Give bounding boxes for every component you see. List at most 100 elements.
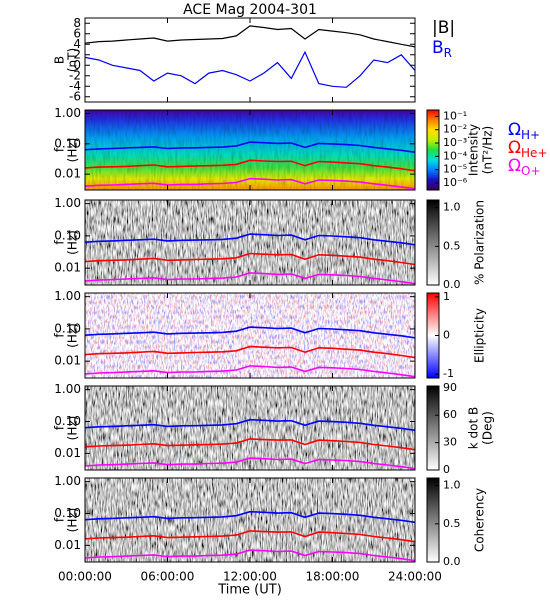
- colorbar-label: Ellipticity: [473, 308, 487, 363]
- legend-name: B: [432, 38, 444, 58]
- y-tick-label: 1.00: [54, 106, 81, 120]
- y-axis-label: (nT): [66, 48, 80, 72]
- series-line: [85, 530, 415, 543]
- colorbar-tick-label: 0: [443, 329, 450, 342]
- y-tick-label: -6: [69, 89, 81, 103]
- colorbar-tick-label: 1.0: [443, 479, 461, 492]
- y-tick-label: 1.00: [54, 474, 81, 488]
- legend-sub: O+: [521, 164, 541, 178]
- colorbar-tick-label: 1: [443, 290, 450, 303]
- y-tick-label: 0.01: [54, 354, 81, 368]
- colorbar-tick-label: 10⁻⁶: [443, 176, 468, 189]
- x-tick-label: 24:00:00: [388, 570, 442, 584]
- y-axis-label: B: [53, 56, 67, 64]
- colorbar-tick-label: 0.0: [443, 278, 461, 291]
- x-axis-label: Time (UT): [217, 583, 282, 598]
- series-group: [84, 25, 416, 88]
- colorbar-label: (nT²/Hz): [481, 126, 495, 174]
- y-tick-label: 0.10: [54, 321, 81, 335]
- y-axis-label: f: [53, 240, 67, 245]
- series-line: [85, 365, 415, 378]
- y-tick-label: 0.10: [54, 136, 81, 150]
- y-tick-label: 0.01: [54, 167, 81, 181]
- y-tick-label: 0.01: [54, 446, 81, 460]
- x-tick-label: 06:00:00: [141, 570, 195, 584]
- legend-entry: ΩO+: [508, 156, 541, 178]
- colorbar-label: k dot B: [467, 407, 481, 449]
- series-line: [84, 50, 416, 88]
- y-tick-label: -2: [69, 68, 81, 82]
- y-tick-label: 0.10: [54, 228, 81, 242]
- series-group: [85, 418, 415, 470]
- colorbar-tick-label: 10⁻¹: [443, 109, 467, 122]
- series-line: [85, 418, 415, 432]
- colorbar-tick-label: 10⁻²: [443, 123, 467, 136]
- colorbar: [426, 477, 440, 563]
- colorbar-tick-label: 10⁻⁴: [443, 149, 468, 162]
- legend-sub: He+: [521, 146, 547, 160]
- series-group: [85, 510, 415, 562]
- series-group: [85, 141, 415, 190]
- colorbar-tick-label: 0.5: [443, 239, 461, 252]
- colorbar-tick-label: 90: [443, 381, 457, 394]
- y-tick-label: 4: [73, 37, 81, 51]
- spectrogram: [85, 200, 415, 285]
- series-line: [85, 326, 415, 339]
- colorbar: [426, 385, 440, 471]
- colorbar-tick-label: 0.0: [443, 555, 461, 568]
- spectrogram: [85, 293, 415, 378]
- y-tick-label: 1.00: [54, 382, 81, 396]
- series-line: [85, 177, 415, 190]
- series-line: [85, 549, 415, 562]
- colorbar: [426, 199, 440, 286]
- series-line: [85, 438, 415, 451]
- x-tick-label: 18:00:00: [306, 570, 360, 584]
- y-axis-label: (Hz): [66, 230, 80, 255]
- colorbar: [426, 109, 440, 191]
- y-tick-label: -4: [69, 79, 81, 93]
- y-tick-label: 0.01: [54, 538, 81, 552]
- x-tick-label: 12:00:00: [223, 570, 277, 584]
- title: ACE Mag 2004-301: [183, 2, 317, 18]
- y-axis-label: (Hz): [66, 416, 80, 441]
- series-group: [85, 233, 415, 285]
- y-axis-label: f: [53, 425, 67, 430]
- spectrogram: [85, 478, 415, 562]
- series-group: [85, 326, 415, 378]
- y-axis-label: (Hz): [66, 138, 80, 163]
- colorbar-label: % Polarization: [473, 200, 487, 285]
- legend-sub: H+: [521, 128, 540, 142]
- y-tick-label: 0.10: [54, 414, 81, 428]
- colorbar-tick-label: 1.0: [443, 201, 461, 214]
- series-line: [85, 345, 415, 359]
- legend-name: Ω: [508, 156, 521, 176]
- series-line: [85, 159, 415, 172]
- y-tick-label: 1.00: [54, 196, 81, 210]
- colorbar-label: (Deg): [481, 411, 495, 445]
- legend-entry: ΩHe+: [508, 138, 547, 160]
- y-axis-label: f: [53, 333, 67, 338]
- y-tick-label: 0.01: [54, 261, 81, 275]
- plot-frame: [84, 17, 416, 103]
- colorbar-tick-label: 60: [443, 408, 457, 421]
- y-tick-label: 6: [73, 26, 81, 40]
- legend-name: Ω: [508, 120, 521, 140]
- colorbar-tick-label: 10⁻⁵: [443, 163, 467, 176]
- y-tick-label: 0: [73, 58, 81, 72]
- colorbar-tick-label: 30: [443, 436, 457, 449]
- series-line: [85, 233, 415, 246]
- colorbar-tick-label: 0: [443, 463, 450, 476]
- colorbar-tick-label: -1: [443, 367, 454, 380]
- series-line: [85, 457, 415, 470]
- legend-name: Ω: [508, 138, 521, 158]
- y-axis-label: (Hz): [66, 508, 80, 533]
- y-axis-label: (Hz): [66, 323, 80, 348]
- legend-entry: |B|: [432, 18, 455, 38]
- y-tick-label: 0.10: [54, 506, 81, 520]
- colorbar-label: Coherency: [473, 488, 487, 552]
- series-line: [84, 25, 416, 48]
- legend-sub: R: [444, 46, 452, 60]
- y-tick-label: 1.00: [54, 289, 81, 303]
